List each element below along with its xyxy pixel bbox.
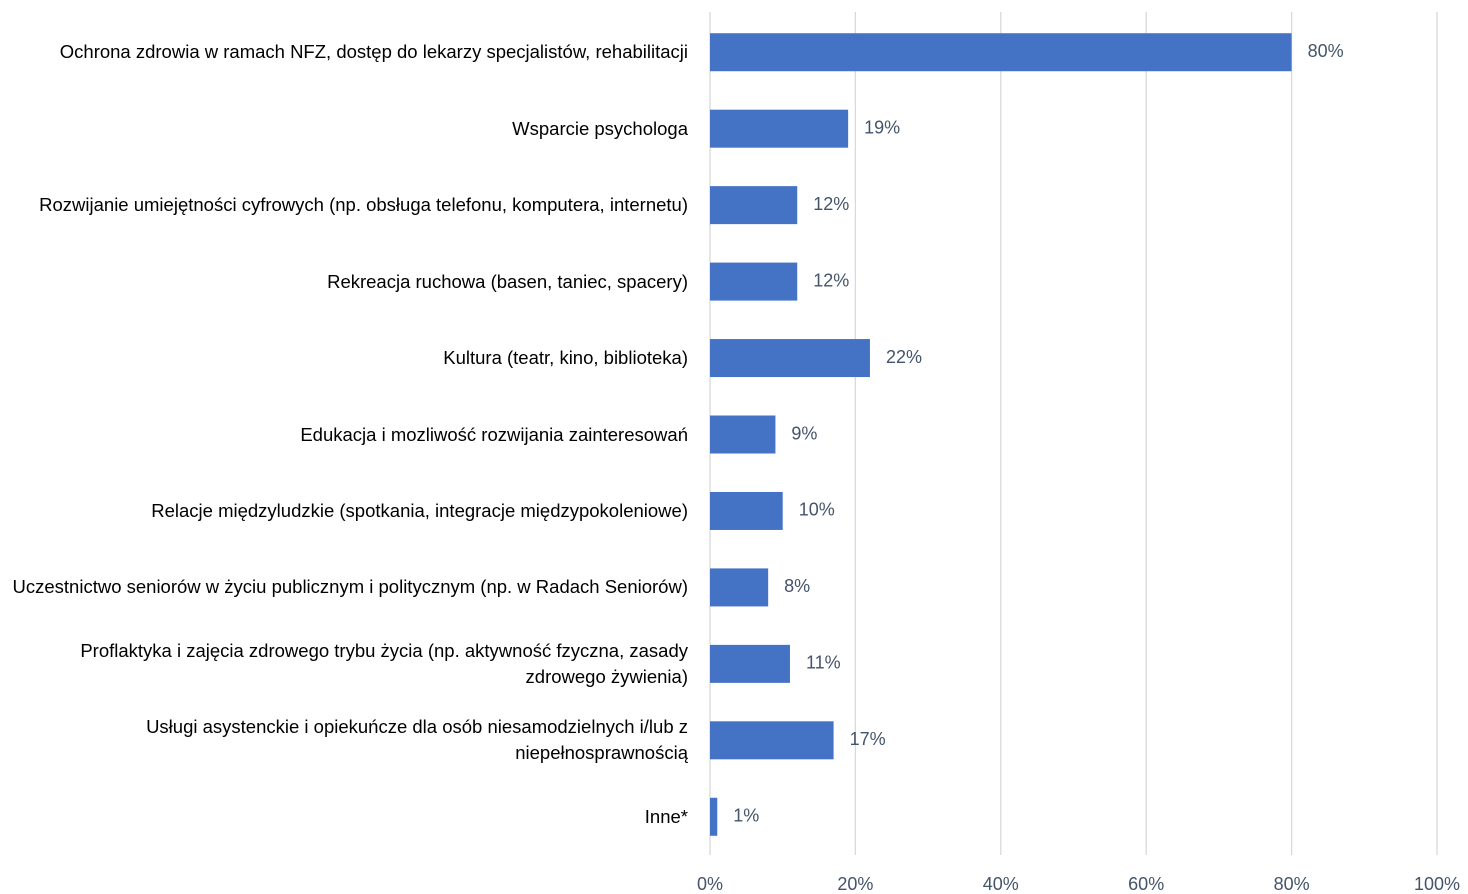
bar	[710, 262, 798, 301]
x-tick-label: 20%	[837, 874, 873, 894]
bar	[710, 339, 870, 378]
y-tick-label: Rekreacja ruchowa (basen, taniec, spacer…	[327, 270, 688, 292]
x-tick-label: 100%	[1414, 874, 1460, 894]
x-tick-label: 80%	[1274, 874, 1310, 894]
data-label: 17%	[850, 729, 886, 749]
data-label: 10%	[799, 500, 835, 520]
bar	[710, 797, 718, 836]
bar	[710, 491, 783, 530]
x-tick-label: 60%	[1128, 874, 1164, 894]
bar	[710, 33, 1292, 72]
data-label: 11%	[806, 653, 841, 673]
y-tick-label: Ochrona zdrowia w ramach NFZ, dostęp do …	[59, 41, 688, 63]
data-label: 8%	[784, 576, 810, 596]
y-tick-label: Inne*	[644, 805, 688, 827]
data-label: 1%	[733, 806, 759, 826]
data-label: 19%	[864, 117, 900, 137]
bar	[710, 721, 834, 760]
data-label: 12%	[813, 270, 849, 290]
bar	[710, 109, 849, 148]
data-label: 22%	[886, 347, 922, 367]
bar	[710, 568, 769, 607]
y-tick-label: Edukacja i mozliwość rozwijania zaintere…	[300, 423, 688, 445]
x-tick-label: 0%	[697, 874, 723, 894]
bar	[710, 644, 790, 683]
data-label: 9%	[791, 423, 817, 443]
data-label: 80%	[1308, 41, 1344, 61]
x-tick-label: 40%	[983, 874, 1019, 894]
y-tick-label: Wsparcie psychologa	[512, 117, 688, 139]
y-tick-label: Relacje międzyludzkie (spotkania, integr…	[151, 499, 688, 521]
y-tick-label: Proflaktyka i zajęcia zdrowego trybu życ…	[80, 639, 688, 687]
data-label: 12%	[813, 194, 849, 214]
bar	[710, 415, 776, 454]
bar	[710, 186, 798, 225]
y-tick-label: Usługi asystenckie i opiekuńcze dla osób…	[146, 716, 688, 764]
y-tick-label: Kultura (teatr, kino, biblioteka)	[443, 347, 688, 369]
y-tick-label: Rozwijanie umiejętności cyfrowych (np. o…	[39, 194, 688, 216]
y-tick-label: Uczestnictwo seniorów w życiu publicznym…	[12, 576, 689, 598]
